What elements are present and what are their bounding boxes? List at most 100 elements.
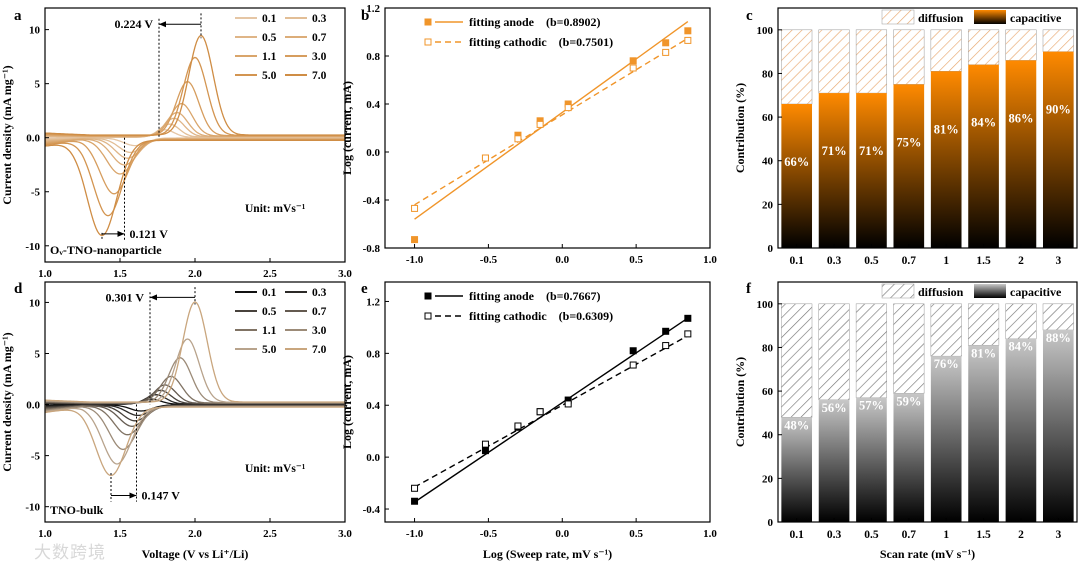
x-tick-label: 0.5: [864, 529, 879, 541]
x-axis-label: Log (Sweep rate, mV s⁻¹): [483, 547, 612, 561]
bar-diffusion-2: [1005, 29, 1037, 61]
bar-capacitive-3: [1042, 51, 1074, 248]
data-point: [662, 48, 670, 56]
data-point: [481, 440, 489, 448]
y-tick-label: -5: [31, 187, 41, 199]
x-tick-label: 3: [1055, 255, 1061, 267]
bar-diffusion-0.7: [893, 29, 925, 85]
cv-curves: [45, 301, 345, 477]
legend-label-1.1: 1.1: [262, 51, 277, 63]
bottom-delta-label: 0.147 V: [142, 488, 181, 502]
legend-label-capacitive: capacitive: [1010, 11, 1062, 25]
y-tick-label: 80: [762, 342, 774, 354]
y-axis-label: Contribution (%): [733, 83, 747, 173]
cv-curve-0.1: [45, 129, 345, 147]
cv-curve-7.0: [45, 34, 345, 237]
bar-value-label: 84%: [971, 116, 996, 130]
x-tick-label: 0.5: [629, 254, 643, 266]
data-point: [684, 36, 692, 44]
x-tick-label: 0.3: [827, 255, 842, 267]
legend-label-0.5: 0.5: [262, 32, 277, 44]
bar-capacitive-0.5: [856, 397, 887, 522]
x-axis-label: Scan rate (mV s⁻¹): [880, 547, 975, 561]
bar-diffusion-0.1: [781, 29, 813, 105]
bar-diffusion-1: [930, 303, 962, 357]
bar-value-label: 88%: [1046, 331, 1071, 345]
panel-letter: e: [361, 281, 368, 297]
y-tick-label: 0: [768, 243, 774, 255]
x-tick-label: -1.0: [406, 254, 424, 266]
legend-label-3.0: 3.0: [312, 51, 327, 63]
bar-diffusion-0.5: [855, 303, 888, 398]
x-tick-label: 0.1: [790, 255, 805, 267]
top-delta-label: 0.224 V: [115, 17, 154, 31]
plot-frame: [777, 281, 1078, 523]
y-tick-label: -0.4: [363, 504, 381, 516]
x-tick-label: 0.3: [827, 529, 842, 541]
x-tick-label: 1.0: [38, 268, 52, 280]
bar-value-label: 57%: [859, 399, 884, 413]
legend-label: fitting cathodic (b=0.6309): [469, 309, 613, 323]
data-point: [536, 120, 544, 128]
y-tick-label: 20: [762, 199, 774, 211]
legend-swatch-capacitive: [974, 10, 1006, 24]
legend-label-diffusion: diffusion: [918, 285, 964, 299]
data-point: [514, 422, 522, 430]
y-tick-label: 0.4: [366, 400, 380, 412]
bar-capacitive-0.5: [856, 93, 887, 248]
legend-swatch-capacitive: [974, 284, 1006, 298]
x-tick-label: 0.7: [902, 255, 917, 267]
y-tick-label: 0.0: [366, 147, 380, 159]
y-tick-label: 0.0: [26, 400, 40, 412]
panel-c: 66% 0.1 71% 0.3 71% 0.5 75% 0.7 81% 1 84% 1.5 86% 2 90…: [733, 7, 1078, 267]
arrow-head: [129, 492, 137, 499]
bar-value-label: 81%: [971, 346, 996, 360]
x-tick-label: 1.5: [976, 255, 991, 267]
bar-capacitive-0.1: [781, 104, 813, 248]
data-point: [411, 497, 419, 505]
y-tick-label: 100: [757, 25, 774, 37]
x-tick-label: 3.0: [338, 528, 352, 540]
legend-label-5.0: 5.0: [262, 344, 277, 356]
plot-frame: [384, 281, 711, 523]
x-tick-label: 1.5: [976, 529, 991, 541]
y-tick-label: 10: [29, 297, 41, 309]
y-tick-label: 40: [762, 430, 774, 442]
fit-line-cathodic: [414, 37, 689, 206]
legend-label-capacitive: capacitive: [1010, 285, 1062, 299]
data-point: [564, 104, 572, 112]
arrow-head: [150, 294, 157, 301]
bar-diffusion-0.1: [781, 303, 813, 418]
legend-label-1.1: 1.1: [262, 325, 277, 337]
x-tick-label: -1.0: [406, 528, 424, 540]
bar-value-label: 90%: [1046, 103, 1071, 117]
arrow-head: [159, 21, 166, 28]
legend-label: fitting cathodic (b=0.7501): [469, 35, 613, 49]
fit-line-anode: [414, 21, 689, 220]
y-tick-label: 20: [762, 473, 774, 485]
unit-label: Unit: mVs⁻¹: [245, 203, 305, 215]
bar-capacitive-0.3: [818, 93, 850, 248]
cv-curve-7.0: [45, 301, 345, 477]
bar-diffusion-0.3: [818, 29, 850, 94]
bar-diffusion-1: [930, 29, 962, 72]
panel-a: 1.0 1.5 2.0 2.5 3.0 -10 -5 0.0 5 10 Current densit…: [0, 7, 352, 280]
bar-capacitive-0.1: [781, 417, 813, 522]
x-tick-label: 2.0: [188, 528, 202, 540]
y-tick-label: -10: [25, 502, 40, 514]
bar-diffusion-0.7: [893, 303, 925, 394]
arrow-head: [117, 230, 125, 237]
bar-diffusion-0.5: [855, 29, 888, 94]
x-tick-label: 1.5: [113, 268, 127, 280]
y-tick-label: 10: [29, 25, 41, 37]
y-tick-label: 40: [762, 156, 774, 168]
y-tick-label: 5: [35, 348, 41, 360]
legend-marker: [424, 312, 432, 320]
data-point: [514, 135, 522, 143]
legend-swatch-diffusion: [881, 9, 915, 25]
bar-diffusion-1.5: [967, 29, 1000, 65]
fit-line-anode: [414, 317, 689, 503]
bar-capacitive-0.7: [893, 393, 925, 522]
data-point: [684, 27, 692, 35]
bar-diffusion-1.5: [967, 303, 1000, 346]
